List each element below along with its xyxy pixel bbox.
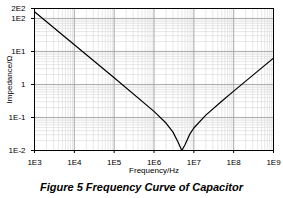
svg-text:1E6: 1E6: [146, 158, 162, 168]
svg-text:1E2: 1E2: [11, 14, 26, 23]
svg-text:1E3: 1E3: [27, 158, 42, 167]
svg-text:2E2: 2E2: [11, 4, 26, 13]
svg-text:Impedance/Ω: Impedance/Ω: [5, 56, 14, 104]
svg-text:1E4: 1E4: [67, 158, 82, 167]
svg-text:1E5: 1E5: [107, 158, 122, 167]
svg-text:1E9: 1E9: [266, 158, 281, 167]
svg-text:Frequency/Hz: Frequency/Hz: [129, 166, 179, 175]
svg-text:1: 1: [21, 80, 26, 89]
svg-text:1E-2: 1E-2: [9, 146, 26, 155]
svg-text:1E8: 1E8: [227, 158, 242, 167]
svg-text:1E7: 1E7: [187, 158, 202, 167]
svg-text:1E-1: 1E-1: [9, 113, 26, 122]
html-text:Figure 5 Frequency Curve of Ca: Figure 5 Frequency Curve of Capacitor: [40, 181, 243, 193]
svg-text:1E1: 1E1: [11, 47, 26, 56]
